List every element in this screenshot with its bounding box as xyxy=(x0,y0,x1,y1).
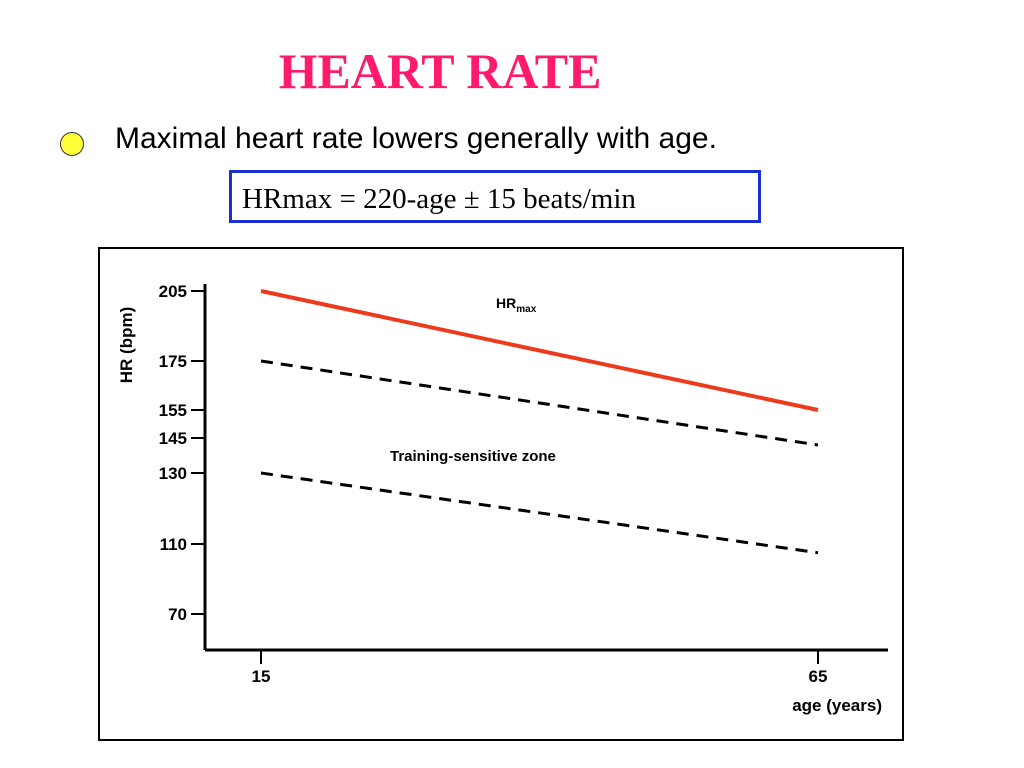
zone-upper-line xyxy=(260,359,819,447)
y-tick-label: 155 xyxy=(159,401,187,420)
y-tick-label: 205 xyxy=(159,282,187,301)
y-axis-label: HR (bpm) xyxy=(117,307,136,383)
hrmax-line xyxy=(260,289,819,412)
x-ticks: 15 65 xyxy=(252,650,828,686)
y-tick-label: 110 xyxy=(160,535,187,554)
y-tick-label: 145 xyxy=(159,429,187,448)
training-zone-label: Training-sensitive zone xyxy=(390,448,556,465)
slide-title: HEART RATE xyxy=(278,43,602,99)
axes xyxy=(203,284,888,652)
hrmax-label-main: HR xyxy=(496,295,516,311)
x-tick-label: 65 xyxy=(809,667,828,686)
bullet-text: Maximal heart rate lowers generally with… xyxy=(115,122,717,155)
chart-frame xyxy=(98,247,904,741)
x-tick-label: 15 xyxy=(252,667,271,686)
formula-box: HRmax = 220-age ± 15 beats/min xyxy=(229,170,761,223)
y-tick-label: 70 xyxy=(168,605,187,624)
hrmax-label-sub: max xyxy=(516,304,536,315)
formula-text: HRmax = 220-age ± 15 beats/min xyxy=(242,183,636,215)
series-lines xyxy=(260,289,819,555)
y-ticks: 205 175 155 145 130 110 70 xyxy=(159,282,205,624)
y-tick-label: 130 xyxy=(159,464,187,483)
hrmax-label: HRmax xyxy=(496,295,537,315)
bullet-circle-icon xyxy=(60,132,84,156)
x-axis-label: age (years) xyxy=(792,696,882,715)
y-tick-label: 175 xyxy=(159,352,187,371)
zone-lower-line xyxy=(260,471,819,555)
